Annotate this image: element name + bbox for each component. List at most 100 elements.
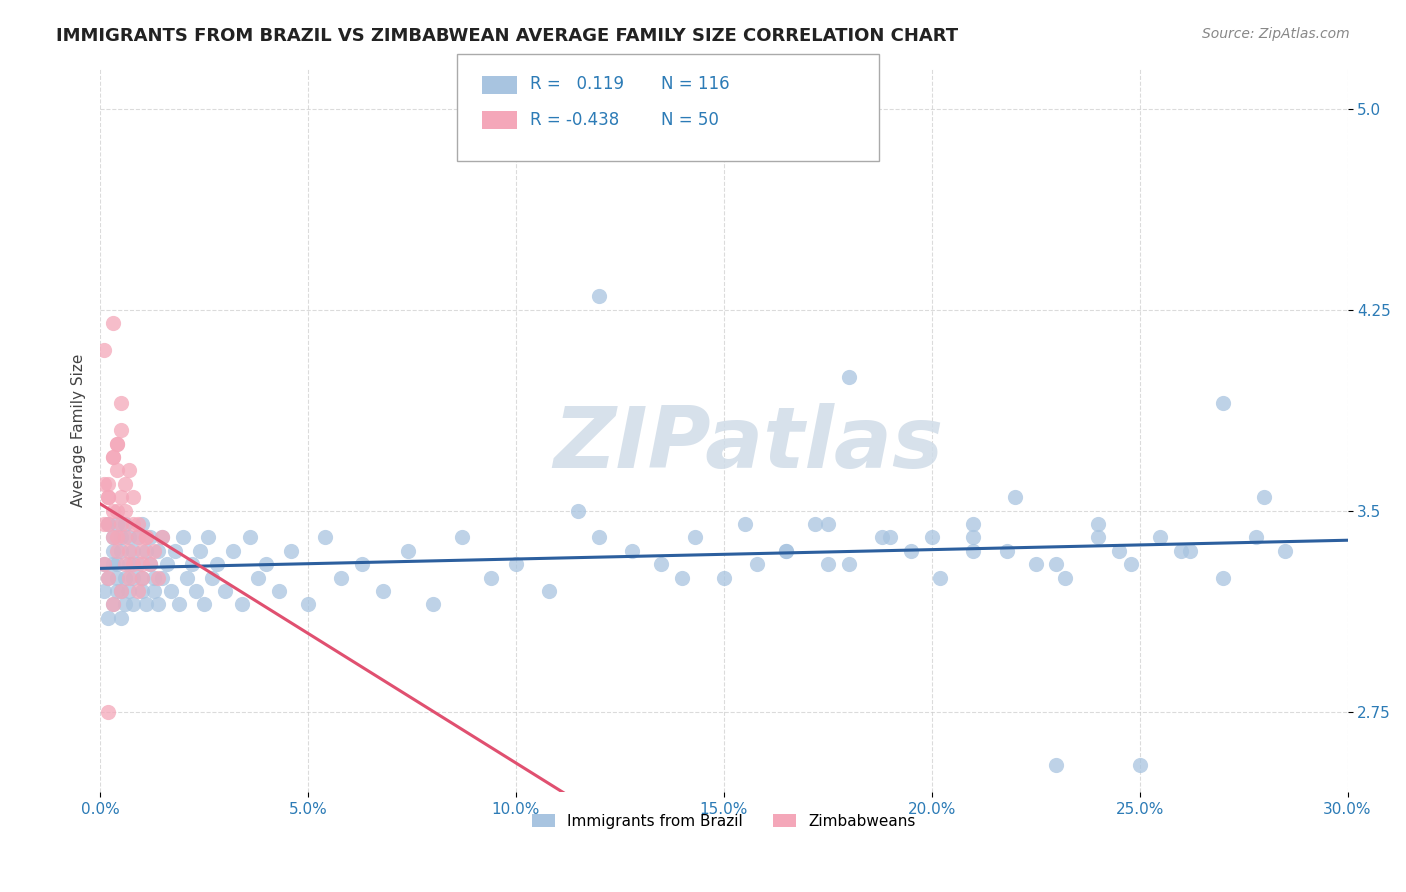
Point (152, 571, 174, 585)
Point (143, 544, 166, 558)
Point (105, 584, 128, 599)
Point (110, 544, 132, 558)
Point (588, 289, 610, 303)
Point (1053, 571, 1076, 585)
Point (838, 369, 860, 384)
Point (131, 558, 153, 572)
Point (538, 584, 561, 599)
Point (479, 571, 502, 585)
Point (1244, 530, 1267, 544)
Point (1108, 544, 1130, 558)
Point (101, 530, 124, 544)
Text: R =   0.119: R = 0.119 (530, 75, 624, 93)
Point (131, 516, 153, 531)
Point (114, 503, 136, 517)
Point (131, 544, 153, 558)
Point (118, 463, 141, 477)
Text: ZIPatlas: ZIPatlas (554, 403, 943, 486)
Point (101, 544, 124, 558)
Point (114, 558, 136, 572)
Point (734, 516, 756, 531)
Point (101, 450, 124, 464)
Text: N = 50: N = 50 (661, 111, 718, 128)
Point (1274, 544, 1296, 558)
Point (817, 558, 839, 572)
Point (962, 516, 984, 531)
Point (101, 530, 124, 544)
Point (127, 584, 149, 599)
Point (396, 544, 419, 558)
Point (118, 558, 141, 572)
Point (93, 476, 115, 491)
Point (114, 598, 136, 612)
Point (176, 571, 198, 585)
Point (870, 530, 893, 544)
Point (135, 530, 157, 544)
Point (683, 530, 706, 544)
Point (621, 544, 644, 558)
Point (97, 571, 120, 585)
Point (139, 530, 162, 544)
Point (118, 544, 141, 558)
Point (101, 598, 124, 612)
Point (297, 598, 319, 612)
Point (114, 571, 136, 585)
Point (97, 571, 120, 585)
Point (131, 584, 153, 599)
Point (127, 516, 149, 531)
Point (193, 598, 215, 612)
Point (105, 503, 128, 517)
Point (101, 598, 124, 612)
Legend: Immigrants from Brazil, Zimbabweans: Immigrants from Brazil, Zimbabweans (526, 807, 922, 835)
Point (1253, 490, 1275, 504)
Point (127, 530, 149, 544)
Point (1025, 558, 1047, 572)
Point (167, 598, 190, 612)
Point (201, 571, 224, 585)
Point (879, 530, 901, 544)
Point (105, 544, 128, 558)
Point (222, 544, 245, 558)
Point (122, 558, 145, 572)
Point (163, 544, 186, 558)
Point (135, 530, 157, 544)
Point (93, 584, 115, 599)
Point (105, 463, 128, 477)
Point (122, 571, 145, 585)
Point (1149, 530, 1171, 544)
Point (135, 598, 157, 612)
Point (110, 530, 132, 544)
Point (817, 516, 839, 531)
Point (567, 503, 589, 517)
Point (118, 584, 141, 599)
Point (713, 571, 735, 585)
Point (101, 450, 124, 464)
Point (995, 544, 1018, 558)
Point (1212, 396, 1234, 410)
Point (371, 584, 394, 599)
Point (745, 558, 768, 572)
Point (114, 530, 136, 544)
Point (101, 316, 124, 330)
Point (775, 544, 797, 558)
Point (110, 584, 132, 599)
Point (148, 571, 170, 585)
Point (139, 558, 162, 572)
Point (352, 558, 374, 572)
Point (256, 558, 278, 572)
Point (143, 571, 166, 585)
Point (97, 490, 120, 504)
Point (118, 571, 141, 585)
Point (135, 544, 157, 558)
Point (114, 476, 136, 491)
Point (838, 558, 860, 572)
Point (422, 598, 444, 612)
Point (588, 530, 610, 544)
Point (267, 584, 290, 599)
Point (184, 584, 207, 599)
Point (180, 558, 202, 572)
Point (110, 423, 132, 437)
Point (205, 558, 228, 572)
Point (127, 558, 149, 572)
Point (110, 396, 132, 410)
